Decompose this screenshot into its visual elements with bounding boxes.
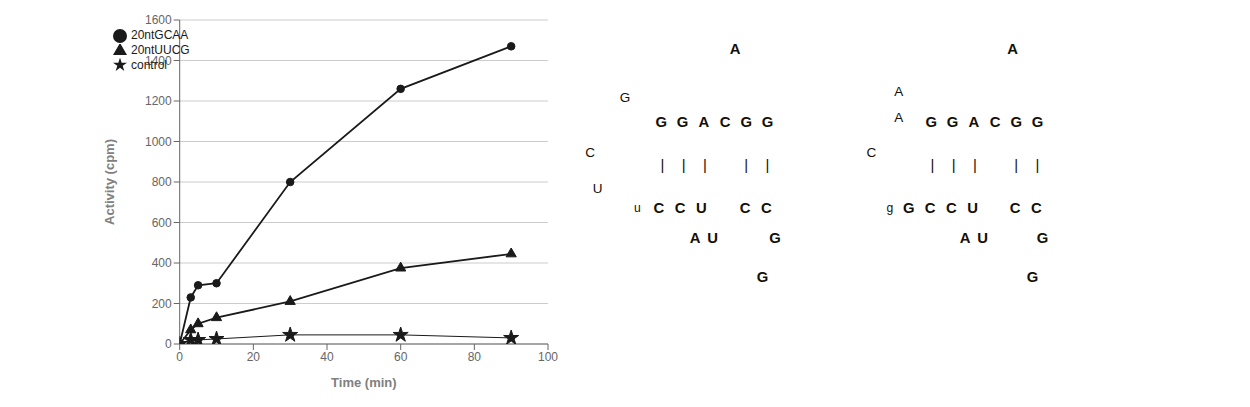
svg-text:100: 100 [538, 350, 558, 364]
svg-text:1600: 1600 [145, 13, 172, 27]
svg-text:200: 200 [152, 297, 172, 311]
svg-text:1400: 1400 [145, 54, 172, 68]
svg-text:Time (min): Time (min) [331, 375, 397, 390]
svg-text:400: 400 [152, 256, 172, 270]
svg-text:1000: 1000 [145, 135, 172, 149]
svg-text:1200: 1200 [145, 94, 172, 108]
svg-text:40: 40 [320, 350, 334, 364]
svg-text:0: 0 [165, 337, 172, 351]
svg-text:80: 80 [468, 350, 482, 364]
svg-text:Activity (cpm): Activity (cpm) [102, 139, 117, 225]
svg-text:800: 800 [152, 175, 172, 189]
svg-text:600: 600 [152, 216, 172, 230]
svg-text:0: 0 [176, 350, 183, 364]
svg-text:60: 60 [394, 350, 408, 364]
svg-text:20: 20 [247, 350, 261, 364]
